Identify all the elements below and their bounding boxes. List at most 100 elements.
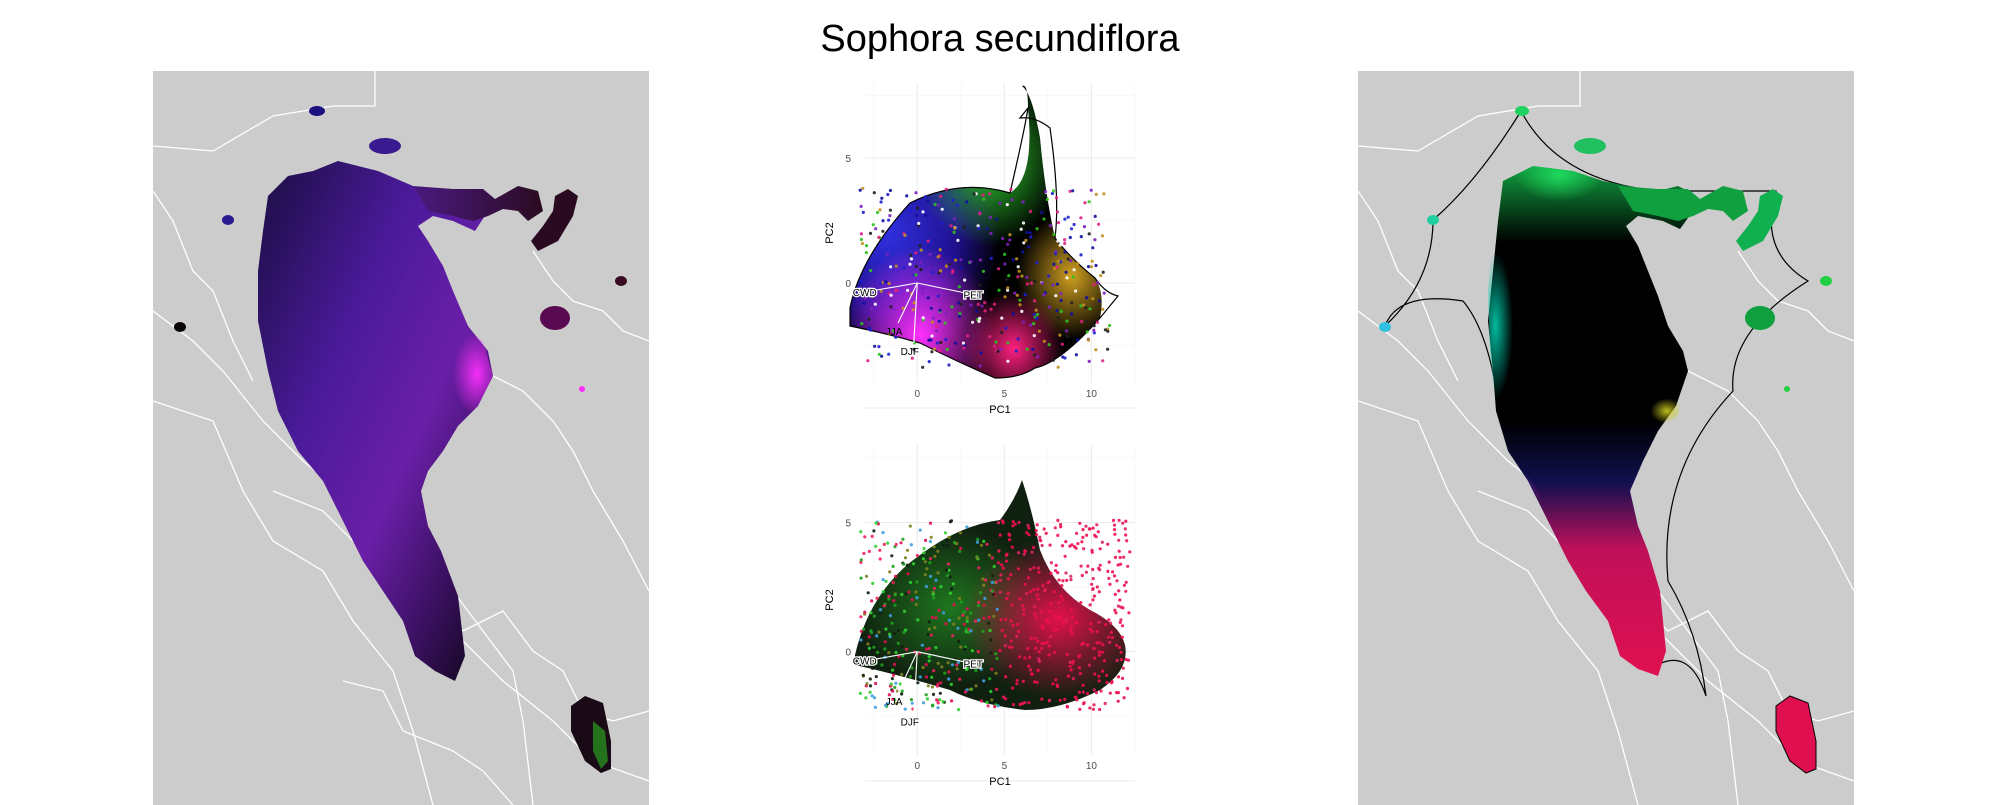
scatter-point (890, 621, 894, 625)
scatter-point (903, 707, 907, 711)
scatter-point (1101, 669, 1105, 673)
scatter-point (895, 702, 899, 706)
scatter-point (1059, 260, 1063, 264)
scatter-point (924, 213, 928, 217)
scatter-point (1123, 527, 1127, 531)
scatter-point (1124, 533, 1128, 537)
x-tick-label: 0 (914, 761, 920, 772)
border-lines (432, 600, 649, 722)
scatter-point (1098, 563, 1102, 567)
scatter-point (1000, 330, 1004, 335)
scatter-point (951, 634, 955, 638)
scatter-point (1091, 587, 1095, 591)
scatter-point (1034, 529, 1038, 533)
scatter-point (1101, 307, 1105, 311)
scatter-point (1097, 650, 1101, 654)
scatter-point (989, 638, 993, 642)
scatter-point (1117, 589, 1121, 593)
scatter-point (1010, 198, 1014, 202)
range-highlight (1488, 221, 1538, 431)
scatter-point (1049, 635, 1053, 639)
scatter-point (955, 203, 960, 207)
scatter-point (947, 535, 951, 539)
scatter-point (1027, 526, 1031, 530)
scatter-point (884, 280, 888, 284)
scatter-point (958, 596, 962, 600)
scatter-point (948, 520, 952, 524)
loading-arrow (897, 651, 918, 694)
loading-label: PET (964, 290, 983, 301)
scatter-point (947, 677, 951, 681)
scatter-point (1078, 672, 1082, 676)
scatter-point (968, 687, 972, 691)
scatter-point (1016, 265, 1020, 269)
scatter-point (1065, 652, 1069, 656)
scatter-point (966, 630, 970, 634)
scatter-point (1029, 281, 1034, 285)
scatter-point (1100, 234, 1104, 238)
scatter-point (1001, 236, 1005, 240)
scatter-point (1122, 583, 1126, 587)
scatter-point (1059, 594, 1063, 598)
scatter-point (898, 682, 902, 686)
scatter-point (983, 596, 987, 600)
scatter-point (1081, 348, 1085, 352)
scatter-point (1086, 338, 1090, 342)
range-highlight (1503, 166, 1628, 241)
x-tick-label: 0 (914, 389, 920, 400)
scatter-point (1106, 329, 1110, 333)
scatter-point (1004, 617, 1008, 621)
scatter-point (869, 268, 873, 273)
scatter-point (1016, 275, 1020, 279)
scatter-point (1082, 641, 1086, 645)
scatter-point (1063, 217, 1067, 221)
scatter-point (1051, 283, 1055, 287)
scatter-point (1004, 553, 1008, 557)
scatter-point (910, 598, 914, 602)
scatter-point (1080, 319, 1084, 324)
scatter-point (1112, 523, 1117, 527)
scatter-point (881, 578, 885, 582)
scatter-point (863, 293, 867, 297)
scatter-point (988, 215, 992, 219)
scatter-point (867, 646, 871, 650)
scatter-point (892, 307, 896, 311)
scatter-point (874, 675, 878, 679)
scatter-point (1079, 235, 1083, 239)
scatter-point (1053, 650, 1057, 654)
scatter-point (1084, 524, 1088, 528)
scatter-point (988, 335, 992, 339)
scatter-point (1024, 238, 1028, 243)
hull-outline (849, 105, 1120, 379)
scatter-point (1071, 275, 1075, 279)
scatter-point (1076, 542, 1080, 546)
scatter-point (1065, 334, 1069, 338)
scatter-point (1015, 622, 1020, 626)
scatter-point (926, 632, 930, 636)
scatter-point (1101, 220, 1105, 224)
scatter-point (1126, 564, 1130, 568)
border-lines (153, 71, 376, 152)
scatter-point (979, 543, 984, 547)
scatter-point (1061, 579, 1065, 583)
scatter-point (906, 288, 910, 292)
scatter-point (1106, 542, 1110, 546)
scatter-point (959, 302, 963, 306)
scatter-point (1036, 668, 1040, 672)
scatter-point (1066, 674, 1070, 678)
scatter-point (1020, 309, 1024, 313)
scatter-point (1066, 257, 1070, 261)
scatter-point (994, 671, 998, 675)
scatter-point (932, 669, 936, 673)
scatter-point (865, 682, 869, 686)
scatter-point (915, 553, 919, 558)
scatter-point (930, 615, 934, 619)
range-region (1736, 189, 1783, 251)
scatter-point (859, 232, 863, 236)
scatter-point (939, 681, 943, 685)
scatter-point (859, 279, 863, 283)
scatter-point (1000, 316, 1004, 320)
scatter-point (886, 192, 890, 197)
scatter-point (945, 347, 949, 352)
scatter-point (918, 244, 922, 248)
